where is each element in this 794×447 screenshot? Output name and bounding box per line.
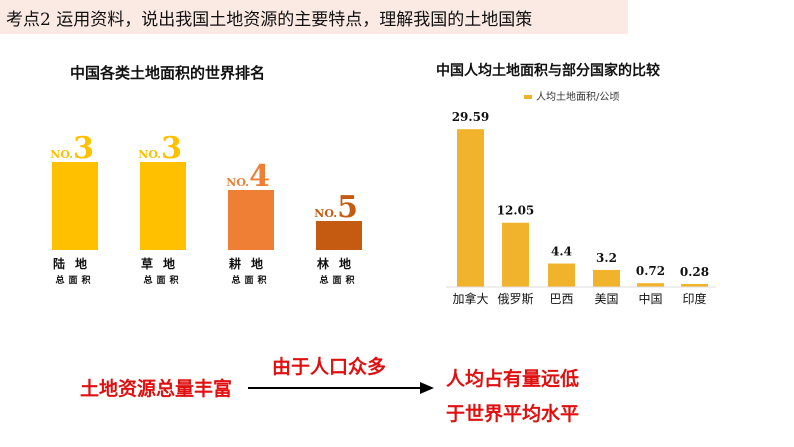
category-label: 中国 [638,291,662,306]
legend-swatch [524,95,532,99]
category-label: 印度 [682,291,706,306]
rank-bar [140,162,186,250]
conclusion-left: 土地资源总量丰富 [80,378,233,400]
percapita-bar [593,269,620,287]
rank-bar [316,221,362,250]
heading-band [0,0,628,34]
value-label: 0.72 [636,264,665,278]
category-label: 林地 [317,256,361,271]
category-label: 草地 [141,256,185,271]
category-label: 美国 [594,292,618,306]
conclusion-right-line1: 人均占有量远低 [446,368,580,390]
rank-label: NO.4 [226,159,270,194]
value-label: 0.28 [680,265,709,279]
conclusion-right-line2: 于世界平均水平 [446,403,580,425]
category-sublabel: 总面积 [231,274,270,286]
rank-bar [52,162,98,250]
conclusion-middle: 由于人口众多 [272,356,387,378]
rank-chart-title: 中国各类土地面积的世界排名 [70,64,266,82]
category-label: 巴西 [549,292,573,306]
rank-label: NO.5 [314,190,358,225]
value-label: 12.05 [497,204,535,218]
value-label: 4.4 [551,245,572,259]
percapita-bar [548,263,575,287]
percapita-bar [681,284,708,287]
category-label: 俄罗斯 [497,292,533,306]
value-label: 3.2 [596,251,617,265]
heading: 考点2 运用资料，说出我国土地资源的主要特点，理解我国的土地国策 [6,10,533,30]
category-label: 加拿大 [452,291,488,306]
category-sublabel: 总面积 [143,274,182,286]
percapita-chart-title: 中国人均土地面积与部分国家的比较 [436,63,660,79]
percapita-bar [502,222,529,287]
category-sublabel: 总面积 [55,274,94,286]
value-label: 29.59 [452,110,490,124]
rank-label: NO.3 [138,131,182,166]
category-label: 耕地 [229,256,273,271]
legend: 人均土地面积/公顷 [524,88,619,103]
rank-label: NO.3 [50,131,94,166]
percapita-bar [637,283,664,287]
percapita-bar [457,129,484,287]
legend-label: 人均土地面积/公顷 [536,92,620,103]
rank-bar [228,190,274,250]
arrow-icon [248,382,434,394]
category-label: 陆地 [53,256,97,271]
category-sublabel: 总面积 [319,274,358,286]
